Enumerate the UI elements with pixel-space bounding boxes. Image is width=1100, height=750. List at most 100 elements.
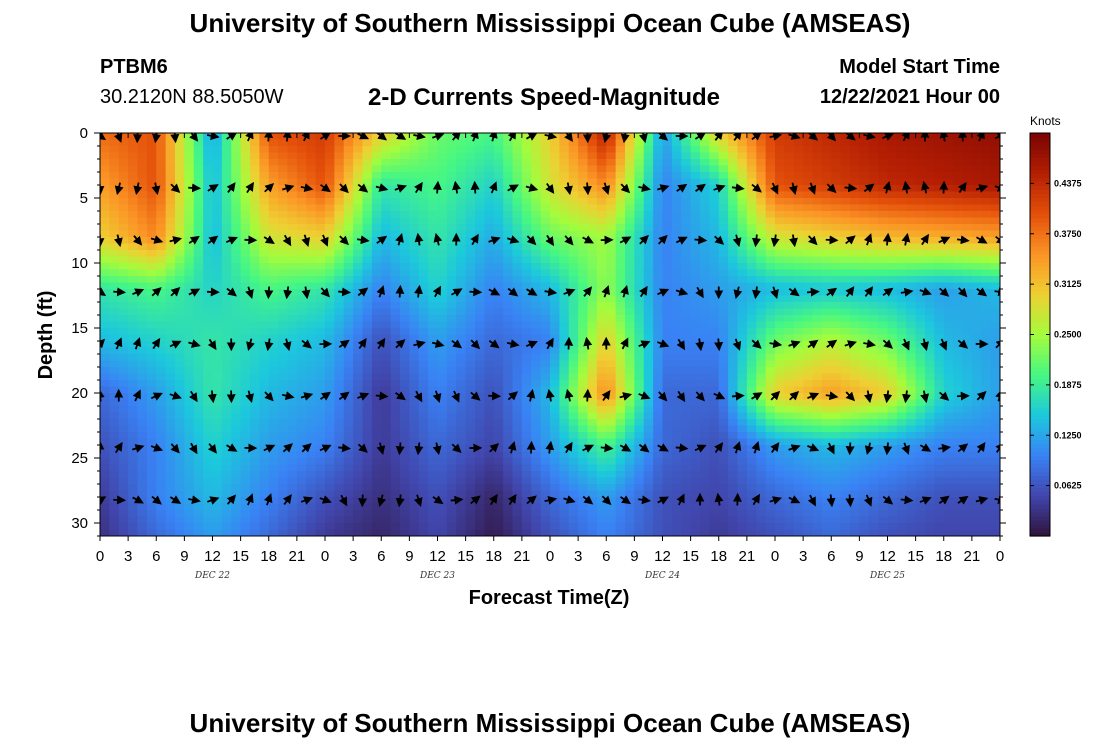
heatmap-cell bbox=[531, 367, 542, 375]
heatmap-cell bbox=[371, 315, 382, 323]
heatmap-cell bbox=[231, 360, 242, 368]
heatmap-cell bbox=[990, 204, 1000, 212]
heatmap-cell bbox=[437, 380, 448, 388]
heatmap-cell bbox=[606, 256, 617, 264]
heatmap-cell bbox=[868, 451, 879, 459]
heatmap-cell bbox=[653, 354, 664, 362]
heatmap-cell bbox=[596, 243, 607, 251]
heatmap-cell bbox=[306, 354, 317, 362]
heatmap-cell bbox=[475, 185, 485, 193]
heatmap-cell bbox=[437, 438, 448, 446]
heatmap-cell bbox=[278, 230, 289, 238]
heatmap-cell bbox=[934, 289, 945, 297]
heatmap-cell bbox=[409, 146, 420, 154]
heatmap-cell bbox=[962, 328, 973, 336]
heatmap-cell bbox=[681, 172, 692, 180]
heatmap-cell bbox=[221, 373, 232, 381]
heatmap-cell bbox=[653, 334, 664, 342]
heatmap-cell bbox=[793, 172, 804, 180]
heatmap-cell bbox=[175, 133, 185, 141]
heatmap-cell bbox=[446, 211, 457, 219]
heatmap-cell bbox=[287, 172, 298, 180]
heatmap-cell bbox=[437, 328, 448, 336]
heatmap-cell bbox=[137, 152, 148, 160]
heatmap-cell bbox=[446, 289, 457, 297]
heatmap-cell bbox=[943, 334, 954, 342]
heatmap-cell bbox=[746, 289, 757, 297]
heatmap-cell bbox=[118, 269, 129, 277]
heatmap-cell bbox=[653, 302, 664, 310]
heatmap-cell bbox=[268, 354, 279, 362]
heatmap-cell bbox=[850, 406, 860, 414]
heatmap-cell bbox=[887, 347, 898, 355]
heatmap-cell bbox=[165, 386, 176, 394]
heatmap-cell bbox=[596, 224, 607, 232]
heatmap-cell bbox=[775, 451, 785, 459]
heatmap-cell bbox=[765, 243, 776, 251]
heatmap-cell bbox=[700, 191, 710, 199]
heatmap-cell bbox=[606, 133, 617, 141]
heatmap-cell bbox=[371, 146, 382, 154]
heatmap-cell bbox=[231, 276, 242, 284]
heatmap-cell bbox=[531, 172, 542, 180]
heatmap-cell bbox=[812, 172, 823, 180]
heatmap-cell bbox=[221, 217, 232, 225]
heatmap-cell bbox=[259, 237, 270, 245]
heatmap-cell bbox=[634, 334, 645, 342]
heatmap-cell bbox=[700, 152, 710, 160]
heatmap-cell bbox=[475, 139, 485, 147]
heatmap-cell bbox=[887, 315, 898, 323]
heatmap-cell bbox=[512, 230, 523, 238]
heatmap-cell bbox=[662, 159, 673, 167]
heatmap-cell bbox=[109, 139, 120, 147]
heatmap-cell bbox=[615, 133, 626, 141]
heatmap-cell bbox=[859, 211, 870, 219]
heatmap-cell bbox=[446, 354, 457, 362]
heatmap-cell bbox=[100, 367, 110, 375]
heatmap-cell bbox=[962, 367, 973, 375]
heatmap-cell bbox=[203, 276, 214, 284]
heatmap-cell bbox=[559, 438, 570, 446]
heatmap-cell bbox=[521, 198, 532, 206]
heatmap-cell bbox=[212, 341, 223, 349]
heatmap-cell bbox=[184, 276, 195, 284]
heatmap-cell bbox=[559, 178, 570, 186]
heatmap-cell bbox=[475, 237, 485, 245]
heatmap-cell bbox=[681, 360, 692, 368]
heatmap-cell bbox=[512, 458, 523, 466]
heatmap-cell bbox=[587, 256, 598, 264]
heatmap-cell bbox=[193, 432, 204, 440]
heatmap-cell bbox=[746, 276, 757, 284]
heatmap-cell bbox=[531, 276, 542, 284]
heatmap-cell bbox=[146, 191, 157, 199]
heatmap-cell bbox=[446, 360, 457, 368]
heatmap-cell bbox=[887, 458, 898, 466]
heatmap-cell bbox=[465, 451, 476, 459]
heatmap-cell bbox=[615, 159, 626, 167]
heatmap-cell bbox=[400, 380, 410, 388]
heatmap-cell bbox=[250, 341, 260, 349]
heatmap-cell bbox=[165, 224, 176, 232]
heatmap-cell bbox=[568, 464, 579, 472]
heatmap-cell bbox=[287, 256, 298, 264]
heatmap-cell bbox=[493, 334, 504, 342]
heatmap-cell bbox=[859, 445, 870, 453]
heatmap-cell bbox=[831, 458, 842, 466]
heatmap-cell bbox=[812, 425, 823, 433]
heatmap-cell bbox=[428, 321, 439, 329]
heatmap-cell bbox=[100, 172, 110, 180]
heatmap-cell bbox=[428, 230, 439, 238]
heatmap-cell bbox=[175, 243, 185, 251]
heatmap-cell bbox=[568, 334, 579, 342]
heatmap-cell bbox=[550, 165, 560, 173]
heatmap-cell bbox=[362, 399, 373, 407]
heatmap-cell bbox=[484, 165, 495, 173]
heatmap-cell bbox=[353, 191, 364, 199]
heatmap-cell bbox=[821, 438, 832, 446]
heatmap-cell bbox=[606, 211, 617, 219]
heatmap-cell bbox=[934, 191, 945, 199]
heatmap-cell bbox=[568, 412, 579, 420]
heatmap-cell bbox=[793, 321, 804, 329]
heatmap-cell bbox=[775, 211, 785, 219]
heatmap-cell bbox=[878, 360, 889, 368]
